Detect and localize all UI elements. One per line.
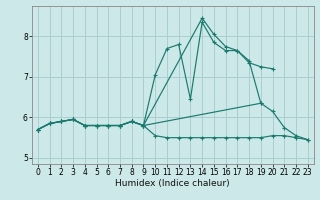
X-axis label: Humidex (Indice chaleur): Humidex (Indice chaleur) bbox=[116, 179, 230, 188]
